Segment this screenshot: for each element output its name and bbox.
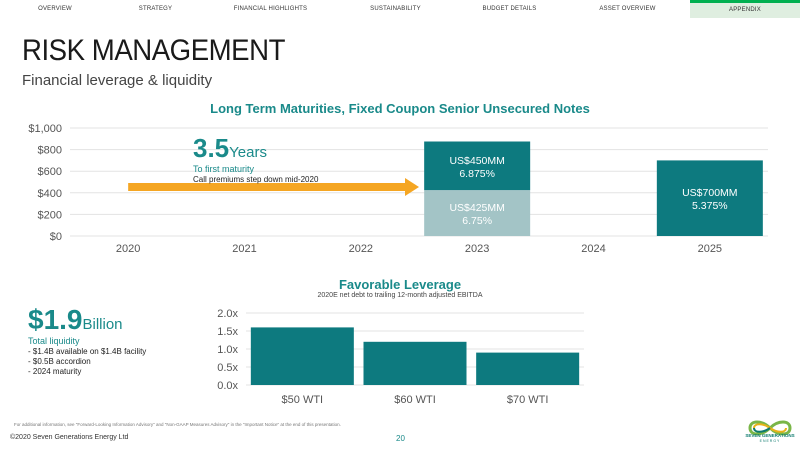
top-nav: OVERVIEW STRATEGY FINANCIAL HIGHLIGHTS S… bbox=[0, 0, 800, 18]
x-tick-label: 2021 bbox=[232, 243, 256, 255]
bar-data-label: US$450MM bbox=[449, 155, 504, 167]
maturity-note: Call premiums step down mid-2020 bbox=[193, 175, 319, 184]
nav-asset-overview[interactable]: ASSET OVERVIEW bbox=[599, 6, 656, 12]
maturity-arrow-head bbox=[405, 178, 419, 196]
footnote: For additional information, see "Forward… bbox=[14, 422, 341, 427]
liquidity-value: $1.9 bbox=[28, 304, 83, 335]
bar-data-label: US$700MM bbox=[682, 187, 737, 199]
y-tick-label: $400 bbox=[38, 188, 62, 200]
leverage-chart-title: Favorable Leverage bbox=[338, 277, 462, 292]
nav-appendix[interactable]: APPENDIX bbox=[690, 0, 800, 18]
list-item: - 2024 maturity bbox=[28, 367, 82, 376]
maturity-years-value: 3.5 bbox=[193, 133, 230, 163]
maturity-arrow bbox=[128, 183, 405, 191]
maturity-bar bbox=[424, 141, 531, 191]
leverage-bar bbox=[250, 327, 354, 385]
maturity-label: To first maturity bbox=[193, 164, 255, 174]
x-tick-label: 2022 bbox=[349, 243, 373, 255]
x-tick-label: $70 WTI bbox=[507, 394, 549, 406]
y-tick-label: 1.5x bbox=[217, 326, 238, 338]
leverage-chart: 0.0x 0.5x 1.0x 1.5x 2.0x $50 WTI $60 WTI $70 WT… bbox=[217, 308, 584, 406]
liquidity-list: - $1.4B available on $1.4B facility - $0… bbox=[28, 347, 146, 377]
page-title: RISK MANAGEMENT bbox=[22, 34, 286, 67]
y-tick-label: $600 bbox=[38, 166, 62, 178]
y-tick-label: $200 bbox=[38, 209, 62, 221]
y-tick-label: 0.5x bbox=[217, 362, 238, 374]
page-subtitle: Financial leverage & liquidity bbox=[22, 72, 213, 89]
maturity-bar bbox=[656, 160, 763, 236]
nav-strategy[interactable]: STRATEGY bbox=[138, 6, 173, 12]
maturity-years: 3.5Years bbox=[193, 133, 267, 164]
leverage-bar bbox=[476, 352, 580, 385]
maturity-bar bbox=[424, 190, 531, 236]
leverage-chart-subtitle: 2020E net debt to trailing 12-month adju… bbox=[317, 292, 483, 299]
nav-budget-details[interactable]: BUDGET DETAILS bbox=[482, 6, 537, 12]
nav-financial-highlights[interactable]: FINANCIAL HIGHLIGHTS bbox=[233, 6, 308, 12]
liquidity-unit: Billion bbox=[82, 316, 123, 333]
nav-overview[interactable]: OVERVIEW bbox=[38, 6, 72, 12]
bar-data-label: 6.875% bbox=[459, 168, 495, 180]
x-tick-label: $50 WTI bbox=[282, 394, 324, 406]
bar-data-label: 5.375% bbox=[692, 200, 728, 212]
x-tick-label: 2025 bbox=[698, 243, 722, 255]
y-tick-label: $1,000 bbox=[28, 123, 62, 135]
seven-generations-logo-icon bbox=[748, 420, 792, 436]
maturities-chart: $0 $200 $400 $600 $800 $1,000 2020 2021 2022 2023… bbox=[28, 123, 768, 255]
y-tick-label: $800 bbox=[38, 145, 62, 157]
list-item: - $1.4B available on $1.4B facility bbox=[28, 347, 147, 356]
copyright: ©2020 Seven Generations Energy Ltd bbox=[10, 434, 129, 441]
nav-sustainability[interactable]: SUSTAINABILITY bbox=[370, 6, 421, 12]
maturity-years-unit: Years bbox=[229, 144, 267, 161]
page-number: 20 bbox=[396, 434, 405, 443]
liquidity-label: Total liquidity bbox=[28, 336, 80, 346]
x-tick-label: $60 WTI bbox=[394, 394, 436, 406]
logo-sub: ENERGY bbox=[759, 439, 781, 443]
bar-data-label: 6.75% bbox=[462, 215, 492, 227]
x-tick-label: 2023 bbox=[465, 243, 489, 255]
x-tick-label: 2020 bbox=[116, 243, 140, 255]
list-item: - $0.5B accordion bbox=[28, 357, 91, 366]
x-tick-label: 2024 bbox=[581, 243, 605, 255]
liquidity-amount: $1.9Billion bbox=[28, 304, 123, 336]
y-tick-label: 2.0x bbox=[217, 308, 238, 320]
maturities-chart-title: Long Term Maturities, Fixed Coupon Senio… bbox=[210, 101, 590, 116]
y-tick-label: $0 bbox=[50, 231, 62, 243]
leverage-bar bbox=[363, 341, 467, 385]
y-tick-label: 0.0x bbox=[217, 380, 238, 392]
logo-name: SEVEN GENERATIONS bbox=[745, 433, 795, 438]
bar-data-label: US$425MM bbox=[449, 202, 504, 214]
y-tick-label: 1.0x bbox=[217, 344, 238, 356]
